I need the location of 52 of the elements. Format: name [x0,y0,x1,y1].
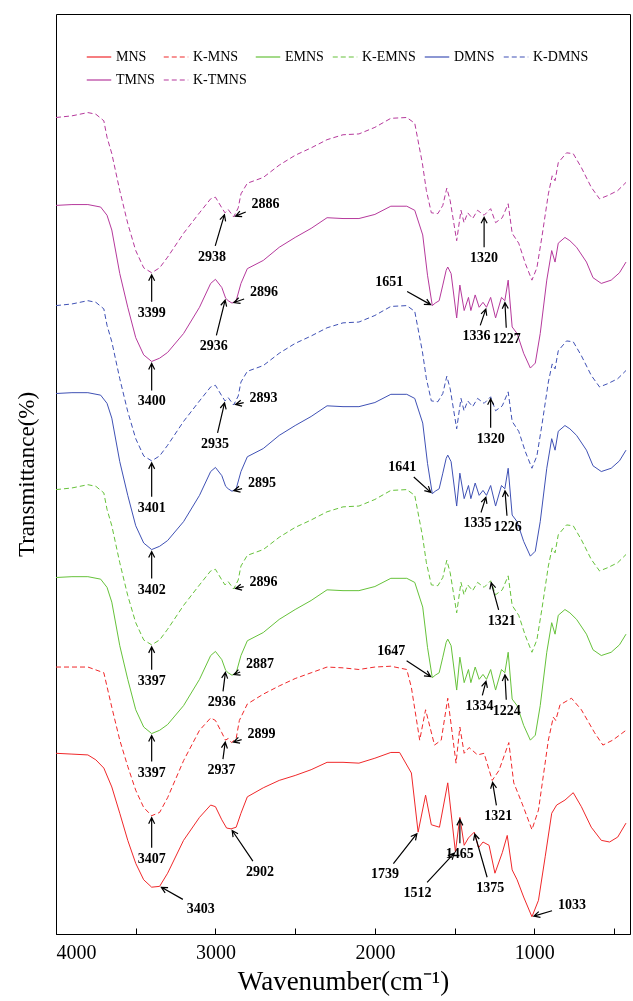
annotation: 1321 [487,612,516,628]
annotation: 3407 [137,850,166,866]
annotation: 1335 [463,515,492,531]
annotation: 3403 [186,901,215,917]
annotation: 3397 [137,764,166,780]
annotation: 1321 [484,808,513,824]
legend-label: DMNS [454,49,495,64]
legend-label: TMNS [116,72,155,87]
x-tick-label: 1000 [514,940,555,963]
annotation: 1033 [557,896,586,912]
legend-label: K-EMNS [362,49,416,64]
annotation: 1334 [465,698,494,714]
annotation: 2886 [251,195,280,211]
annotation: 1465 [445,846,474,862]
annotation: 2896 [249,574,278,589]
annotation: 2896 [250,284,279,300]
y-axis-title: Transmittance(%) [13,391,39,558]
annotation: 1739 [371,866,400,882]
x-tick-label: 2000 [355,940,396,963]
annotation: 2893 [249,390,278,405]
annotation: 1647 [377,642,406,658]
annotation: 1226 [493,518,522,534]
annotation: 3401 [137,499,166,515]
legend-label: EMNS [285,49,324,64]
annotation: 1320 [470,250,499,266]
annotation: 2895 [248,475,277,491]
annotation: 2899 [247,725,276,741]
legend-label: K-TMNS [193,72,247,87]
annotation: 2887 [246,656,275,672]
x-tick-label: 3000 [195,940,236,963]
legend-label: K-DMNS [533,49,589,64]
annotation: 3399 [137,304,166,320]
annotation: 1375 [476,880,505,896]
annotation: 1227 [492,330,521,346]
annotation: 2937 [207,762,236,778]
legend-label: MNS [116,49,147,64]
annotation: 3400 [137,393,166,409]
annotation: 3397 [137,672,166,688]
annotation: 2938 [198,248,227,264]
annotation: 3402 [137,581,166,597]
annotation: 1320 [476,430,505,446]
x-tick-label: 4000 [56,940,97,963]
legend-label: K-MNS [193,49,239,64]
annotation: 2902 [246,863,275,879]
annotation: 1512 [403,884,432,900]
x-axis-title: Wavenumber(cm⁻¹) [237,965,450,996]
annotation: 2936 [207,694,236,710]
annotation: 1336 [462,328,491,344]
annotation: 2936 [199,338,228,354]
annotation: 2935 [201,435,230,451]
annotation: 1651 [375,273,404,289]
annotation: 1641 [388,458,417,474]
